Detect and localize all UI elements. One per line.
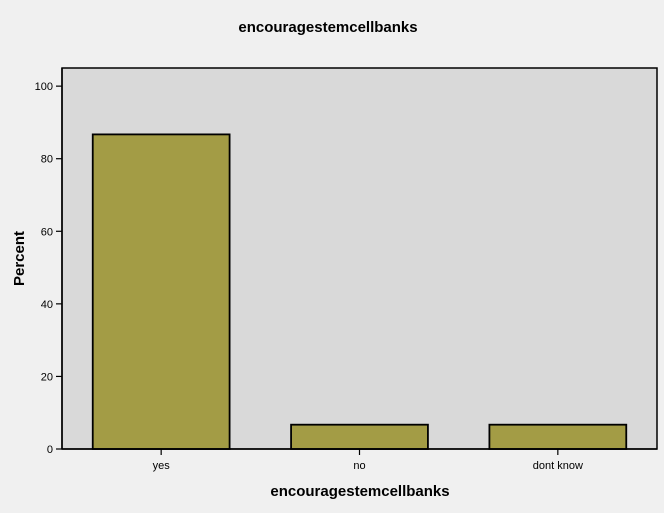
- bar-dont-know: [488, 423, 628, 450]
- y-tick-label: 80: [41, 154, 53, 166]
- bar-no: [290, 423, 429, 450]
- y-tick-label: 100: [35, 81, 53, 93]
- x-tick-label: yes: [153, 460, 171, 472]
- bars: [91, 133, 628, 450]
- x-tick-label: dont know: [533, 460, 583, 472]
- y-tick-label: 0: [47, 444, 53, 456]
- chart-title: encouragestemcellbanks: [238, 19, 417, 36]
- x-axis-title: encouragestemcellbanks: [270, 483, 449, 500]
- y-axis: 0 20 40 60 80 100: [35, 81, 62, 456]
- y-tick-label: 40: [41, 299, 53, 311]
- y-tick-label: 20: [41, 371, 53, 383]
- bar-yes: [91, 133, 231, 450]
- y-axis-title: Percent: [11, 231, 28, 286]
- x-axis: yes no dont know: [153, 449, 583, 472]
- y-tick-label: 60: [41, 226, 53, 238]
- x-tick-label: no: [353, 460, 365, 472]
